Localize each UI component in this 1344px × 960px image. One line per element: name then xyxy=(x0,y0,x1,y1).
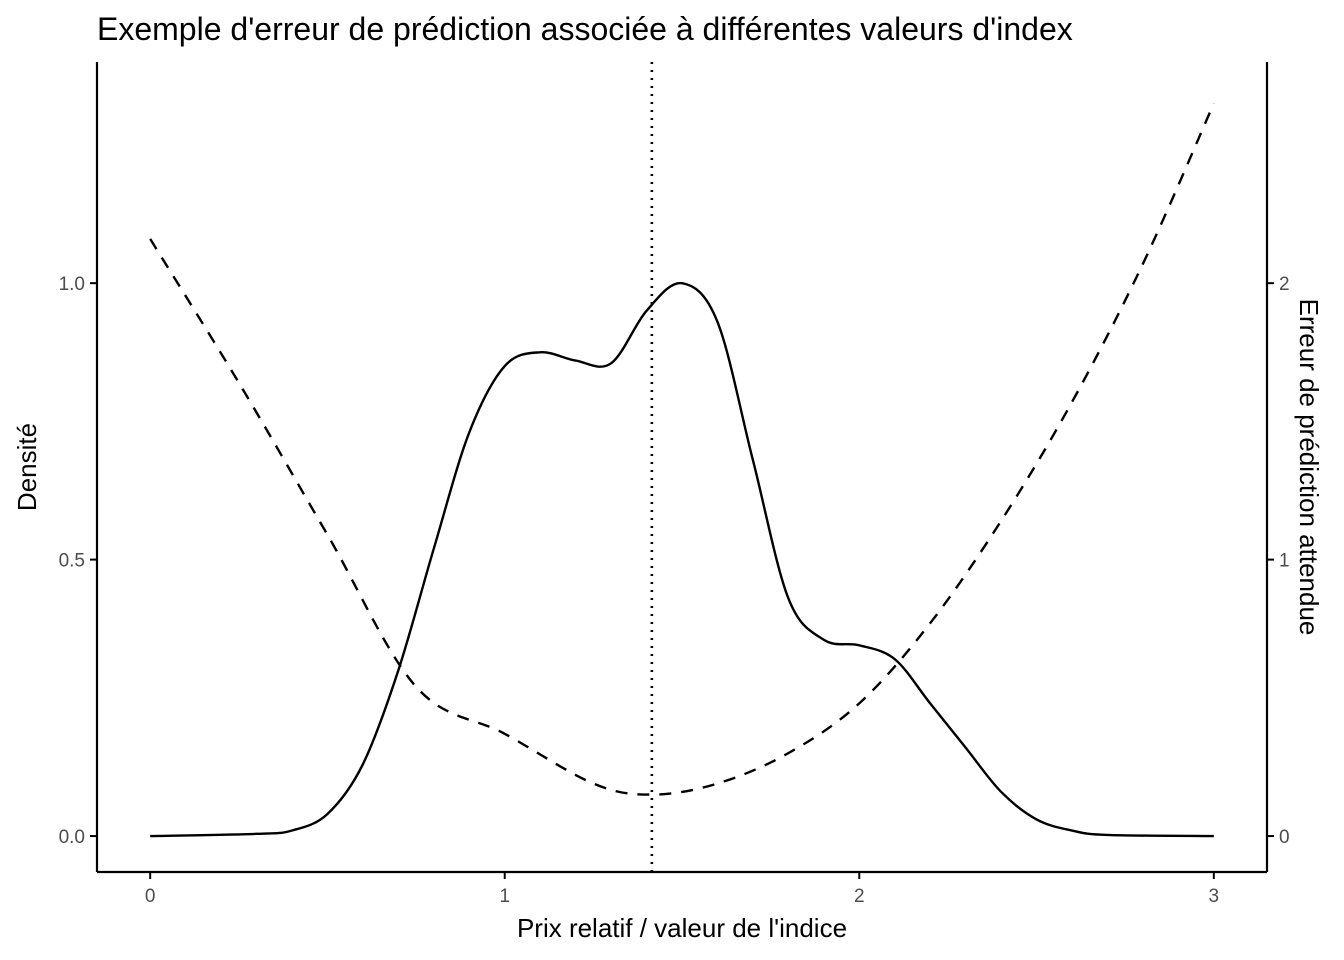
plot-panel xyxy=(149,62,1215,872)
y-tick-label: 0.0 xyxy=(59,827,85,848)
y-axis-right-title: Erreur de prédiction attendue xyxy=(1294,299,1324,636)
y2-tick-label: 0 xyxy=(1279,827,1290,848)
series-density-line xyxy=(150,281,1214,838)
y-axis-right-ticks: 0 1 2 xyxy=(1267,274,1290,848)
x-axis-ticks: 0 1 2 3 xyxy=(145,872,1219,907)
x-axis-title: Prix relatif / valeur de l'indice xyxy=(517,913,847,943)
x-tick-label: 0 xyxy=(145,886,156,907)
y-axis-left-ticks: 0.0 0.5 1.0 xyxy=(59,274,97,848)
y-axis-left-title: Densité xyxy=(12,423,42,511)
x-tick-label: 2 xyxy=(854,886,865,907)
chart-title: Exemple d'erreur de prédiction associée … xyxy=(97,11,1073,47)
y-tick-label: 1.0 xyxy=(59,274,85,295)
x-tick-label: 3 xyxy=(1209,886,1220,907)
y2-tick-label: 2 xyxy=(1279,274,1290,295)
y-tick-label: 0.5 xyxy=(59,551,85,572)
x-tick-label: 1 xyxy=(499,886,510,907)
series-expected-error-line xyxy=(149,102,1215,796)
axes: 0 1 2 3 0.0 0.5 1.0 0 1 2 xyxy=(59,62,1290,907)
y2-tick-label: 1 xyxy=(1279,551,1290,572)
